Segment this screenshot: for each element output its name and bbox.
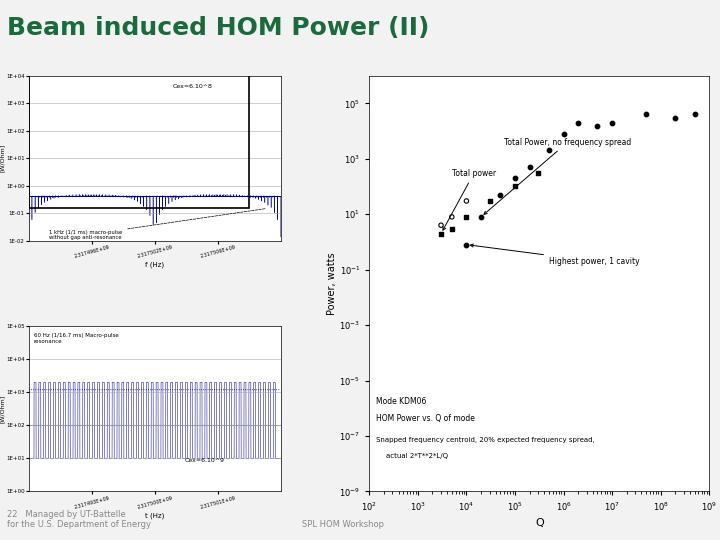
Point — [543, 146, 554, 155]
Text: 60 Hz (1/16.7 ms) Macro-pulse
resonance: 60 Hz (1/16.7 ms) Macro-pulse resonance — [34, 333, 119, 344]
Point — [495, 191, 506, 199]
Point — [461, 197, 472, 205]
Text: Highest power, 1 cavity: Highest power, 1 cavity — [470, 244, 639, 266]
X-axis label: Q: Q — [535, 518, 544, 528]
Text: Snapped frequency centroid, 20% expected frequency spread,: Snapped frequency centroid, 20% expected… — [376, 436, 595, 442]
Point — [475, 213, 487, 221]
X-axis label: t (Hz): t (Hz) — [145, 512, 164, 519]
Y-axis label: Power, watts: Power, watts — [327, 252, 336, 315]
Text: 1 kHz (1/1 ms) macro-pulse
without gap anti-resonance: 1 kHz (1/1 ms) macro-pulse without gap a… — [49, 208, 265, 240]
Point — [436, 230, 447, 238]
Point — [689, 110, 701, 119]
Point — [524, 163, 536, 171]
Y-axis label: [W/Ohm]: [W/Ohm] — [0, 395, 4, 423]
Text: Cex=6.10^9: Cex=6.10^9 — [185, 458, 225, 463]
Text: 22   Managed by UT-Battelle
for the U.S. Department of Energy: 22 Managed by UT-Battelle for the U.S. D… — [7, 510, 151, 529]
Y-axis label: [W/Ohm]: [W/Ohm] — [0, 144, 4, 172]
Point — [640, 110, 652, 119]
Text: Beam induced HOM Power (II): Beam induced HOM Power (II) — [7, 16, 430, 40]
Point — [572, 118, 584, 127]
Text: actual 2*T**2*L/Q: actual 2*T**2*L/Q — [387, 453, 449, 459]
Point — [532, 169, 544, 178]
Point — [436, 221, 447, 230]
Point — [606, 118, 618, 127]
Point — [509, 182, 521, 191]
X-axis label: f (Hz): f (Hz) — [145, 262, 164, 268]
Point — [446, 213, 458, 221]
Point — [509, 174, 521, 183]
Point — [592, 122, 603, 131]
Bar — [29, 71, 249, 208]
Text: HOM Power vs. Q of mode: HOM Power vs. Q of mode — [376, 414, 475, 423]
Point — [484, 197, 495, 205]
Text: Total Power, no frequency spread: Total Power, no frequency spread — [484, 138, 631, 214]
Text: SPL HOM Workshop: SPL HOM Workshop — [302, 520, 384, 529]
Point — [461, 240, 472, 249]
Point — [461, 213, 472, 221]
Text: Mode KDM06: Mode KDM06 — [376, 397, 426, 406]
Point — [558, 130, 570, 138]
Point — [670, 113, 681, 122]
Text: Total power: Total power — [443, 169, 496, 230]
Text: Cex=6.10^8: Cex=6.10^8 — [172, 84, 212, 89]
Point — [446, 225, 458, 233]
